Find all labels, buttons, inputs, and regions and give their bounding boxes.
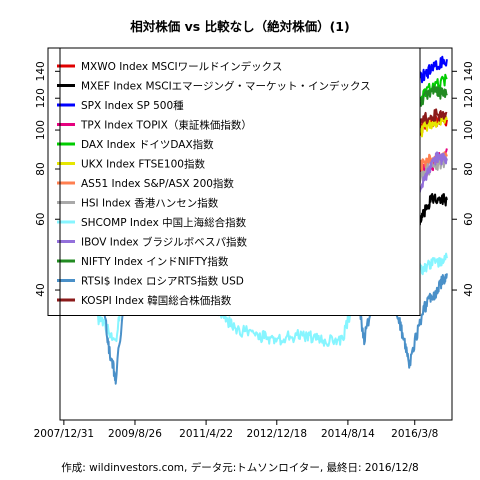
ytick-label-right-1: 60 [463,213,475,226]
xtick-label-5: 2016/3/8 [391,428,438,440]
chart-title: 相対株価 vs 比較なし（絶対株価）(1) [130,19,349,34]
xtick-label-1: 2009/8/26 [108,428,162,440]
legend-label-0: MXWO Index MSCIワールドインデックス [81,60,282,73]
ytick-label-right-0: 40 [463,283,475,296]
legend-label-7: HSI Index 香港ハンセン指数 [81,197,219,210]
ytick-label-left-3: 100 [35,120,47,140]
ytick-label-right-3: 100 [463,120,475,140]
legend-box [47,47,421,316]
legend-label-11: RTSI$ Index ロシアRTS指数 USD [81,275,244,288]
ytick-label-right-4: 120 [463,88,475,108]
legend-label-9: IBOV Index ブラジルボベスパ指数 [81,236,247,249]
ytick-label-left-0: 40 [35,283,47,296]
legend-label-8: SHCOMP Index 中国上海総合指数 [81,216,247,229]
ytick-label-left-5: 140 [35,61,47,81]
ytick-label-left-4: 120 [35,88,47,108]
legend-label-5: UKX Index FTSE100指数 [81,158,205,171]
legend-label-2: SPX Index SP 500種 [81,99,184,112]
xtick-label-3: 2012/12/18 [247,428,308,440]
ytick-label-left-2: 80 [35,162,47,175]
xtick-label-4: 2014/8/14 [321,428,375,440]
legend-label-1: MXEF Index MSCIエマージング・マーケット・インデックス [81,80,371,93]
legend-label-3: TPX Index TOPIX（東証株価指数） [80,119,252,132]
axes: 40 40 60 60 80 80 100 100 120 120 140 140 2007/12/31… [34,61,475,440]
ytick-label-right-2: 80 [463,162,475,175]
ytick-label-left-1: 60 [35,213,47,226]
legend-label-10: NIFTY Index インドNIFTY指数 [81,255,229,268]
ytick-label-right-5: 140 [463,61,475,81]
chart-caption: 作成: wildinvestors.com, データ元:トムソンロイター, 最終… [61,461,418,474]
xtick-label-0: 2007/12/31 [34,428,95,440]
xtick-label-2: 2011/4/22 [179,428,233,440]
plot-frame [59,47,453,421]
legend-label-4: DAX Index ドイツDAX指数 [81,138,214,151]
legend-label-6: AS51 Index S&P/ASX 200指数 [81,177,234,190]
legend-label-12: KOSPI Index 韓国総合株価指数 [81,294,232,307]
